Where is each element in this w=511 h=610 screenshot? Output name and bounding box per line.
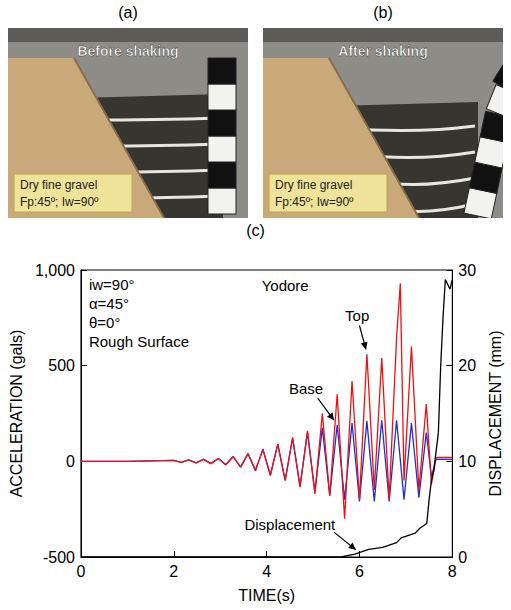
svg-text:Displacement: Displacement xyxy=(244,516,336,533)
svg-text:TIME(s): TIME(s) xyxy=(238,587,295,604)
svg-text:8: 8 xyxy=(448,563,457,580)
svg-text:Top: Top xyxy=(345,307,369,324)
svg-text:0: 0 xyxy=(76,563,85,580)
svg-text:-500: -500 xyxy=(43,549,75,566)
svg-text:θ=0°: θ=0° xyxy=(89,314,120,331)
svg-text:Fp:45º; Iw=90º: Fp:45º; Iw=90º xyxy=(20,195,99,209)
svg-text:10: 10 xyxy=(458,453,476,470)
svg-text:α=45°: α=45° xyxy=(89,295,129,312)
svg-text:DISPLACEMENT (mm): DISPLACEMENT (mm) xyxy=(487,331,504,497)
svg-text:iw=90°: iw=90° xyxy=(89,276,135,293)
svg-text:Dry fine gravel: Dry fine gravel xyxy=(275,178,352,192)
svg-text:0: 0 xyxy=(458,549,467,566)
svg-text:Rough Surface: Rough Surface xyxy=(89,333,189,350)
svg-text:Yodore: Yodore xyxy=(262,277,309,294)
svg-text:Base: Base xyxy=(289,380,323,397)
html-text:(c): (c) xyxy=(246,222,265,239)
html-text:(b): (b) xyxy=(373,4,393,21)
html-text:(a): (a) xyxy=(118,4,138,21)
svg-text:1,000: 1,000 xyxy=(35,262,75,279)
svg-text:4: 4 xyxy=(262,563,271,580)
svg-text:ACCELERATION (gals): ACCELERATION (gals) xyxy=(8,330,25,498)
svg-text:Fp:45º; Iw=90º: Fp:45º; Iw=90º xyxy=(275,195,354,209)
svg-text:0: 0 xyxy=(66,453,75,470)
svg-text:20: 20 xyxy=(458,357,476,374)
svg-text:6: 6 xyxy=(355,563,364,580)
svg-text:Before shaking: Before shaking xyxy=(77,43,178,59)
svg-text:After shaking: After shaking xyxy=(338,43,427,59)
svg-text:500: 500 xyxy=(48,357,75,374)
svg-text:2: 2 xyxy=(169,563,178,580)
svg-text:30: 30 xyxy=(458,262,476,279)
svg-text:Dry fine gravel: Dry fine gravel xyxy=(20,178,97,192)
